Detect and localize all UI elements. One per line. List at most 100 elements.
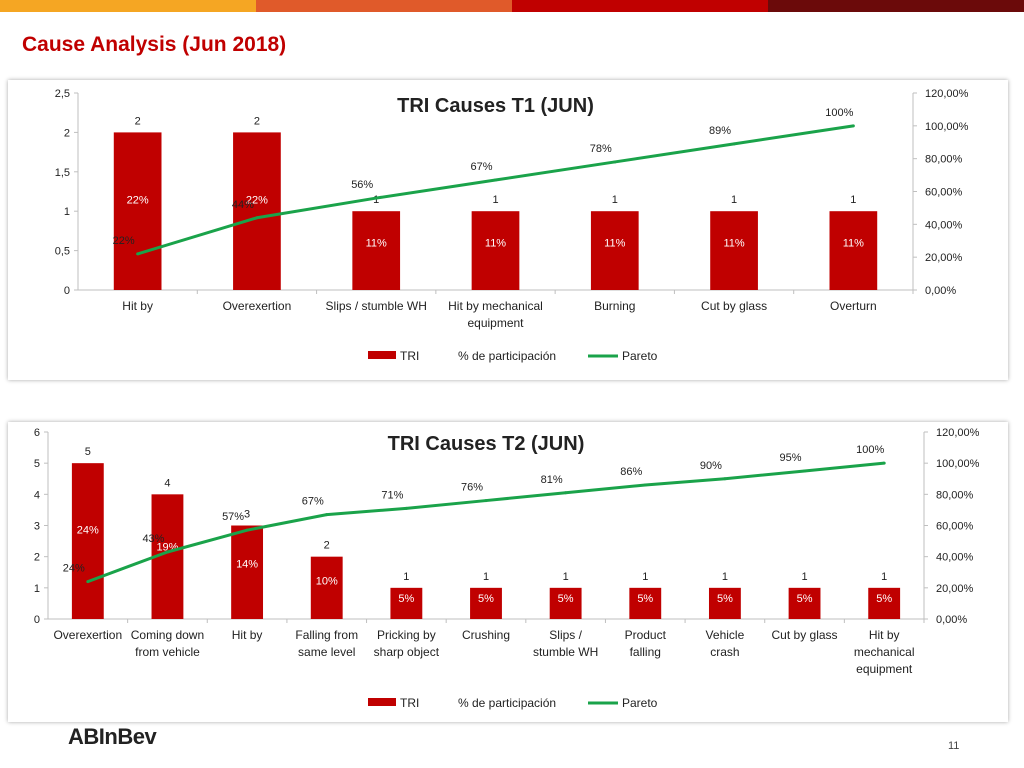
x-tick-label-line: mechanical <box>854 645 915 659</box>
pct-label: 5% <box>797 593 813 605</box>
y-tick-label: 6 <box>34 427 40 439</box>
bar-tri <box>710 211 758 290</box>
pareto-point <box>882 461 886 465</box>
bar-tri <box>629 587 662 619</box>
x-tick-label-line: Hit by mechanical <box>448 299 543 313</box>
x-tick-label-line: Hit by <box>869 628 900 642</box>
chart-panel-t1: 0 0,5 1 1,5 2 2,5 0,00% 20,00% 40,00% 60,00% 80,00… <box>8 80 1008 380</box>
y-tick-label: 2,5 <box>55 88 70 100</box>
pareto-point <box>613 160 617 164</box>
legend-label-tri: TRI <box>400 349 419 363</box>
x-tick-label: Cut by glass <box>772 628 838 642</box>
x-tick-label: Slips / stumble WH <box>326 299 427 313</box>
x-tick-label: Hit by <box>122 299 153 313</box>
y-tick-label: 5 <box>34 458 40 470</box>
pareto-line <box>87 461 885 584</box>
bar-value-label: 2 <box>135 115 141 127</box>
bar-tri <box>113 132 162 290</box>
pareto-label: 24% <box>63 563 85 575</box>
y-tick-label: 1,5 <box>55 167 70 179</box>
pct-label: 11% <box>485 238 506 250</box>
bar-tri <box>471 211 520 290</box>
pareto-label: 89% <box>709 125 731 137</box>
top-bar-segment <box>768 0 1024 12</box>
bar-tri <box>310 556 343 619</box>
top-bar-segment <box>0 0 256 12</box>
y2-tick-label: 100,00% <box>936 458 980 470</box>
y2-tick-label: 60,00% <box>936 521 974 533</box>
bar-tri <box>233 132 281 290</box>
x-tick-label-line: Vehicle <box>706 628 745 642</box>
x-tick-label-line: Overexertion <box>223 299 292 313</box>
pareto-chart-t2: 01234560,00%20,00%40,00%60,00%80,00%100,… <box>34 427 980 710</box>
legend-swatch-tri <box>368 698 396 706</box>
pareto-label: 76% <box>461 482 483 494</box>
legend-label-pareto: Pareto <box>622 696 658 710</box>
y-tick-label: 2 <box>34 552 40 564</box>
pct-label: 24% <box>77 524 99 536</box>
y-tick-label: 1 <box>64 206 70 218</box>
pareto-point <box>732 142 736 146</box>
page-number: 11 <box>948 740 960 752</box>
pareto-point <box>851 124 855 128</box>
x-tick-label-line: equipment <box>467 316 524 330</box>
pareto-label: 57% <box>222 511 244 523</box>
pct-label: 5% <box>717 593 733 605</box>
y2-tick-label: 120,00% <box>936 427 980 439</box>
pareto-label: 100% <box>856 444 884 456</box>
x-tick-label-line: Cut by glass <box>701 299 767 313</box>
pareto-point <box>245 528 249 532</box>
y2-tick-label: 0,00% <box>925 285 956 297</box>
y2-tick-label: 0,00% <box>936 614 967 626</box>
y2-tick-label: 80,00% <box>925 154 963 166</box>
y2-tick-label: 40,00% <box>936 552 974 564</box>
x-tick-label: Hit by mechanical equipment <box>448 299 543 330</box>
x-tick-label: Burning <box>594 299 635 313</box>
pareto-label: 67% <box>470 161 492 173</box>
pct-label: 22% <box>246 194 268 206</box>
abinbev-logo: ABInBev <box>68 724 157 749</box>
x-tick-label-line: falling <box>630 645 661 659</box>
pareto-label: 22% <box>113 235 135 247</box>
y-tick-label: 0,5 <box>55 246 70 258</box>
y-tick-label: 1 <box>34 583 40 595</box>
top-bar-segment <box>256 0 512 12</box>
chart-title: TRI Causes T1 (JUN) <box>397 95 594 117</box>
y2-tick-label: 20,00% <box>925 252 963 264</box>
y-tick-label: 2 <box>64 127 70 139</box>
x-tick-label-line: sharp object <box>374 645 440 659</box>
pct-label: 5% <box>637 593 653 605</box>
pareto-label: 90% <box>700 460 722 472</box>
x-tick-label: Cut by glass <box>701 299 767 313</box>
slide-title: Cause Analysis (Jun 2018) <box>22 33 287 56</box>
pareto-point <box>255 216 259 220</box>
pareto-point <box>86 580 90 584</box>
y2-tick-label: 80,00% <box>936 489 974 501</box>
x-tick-label-line: Cut by glass <box>772 628 838 642</box>
pct-label: 5% <box>876 593 892 605</box>
pareto-point <box>325 513 329 517</box>
x-tick-label-line: Slips / stumble WH <box>326 299 427 313</box>
bar-value-label: 1 <box>642 571 648 583</box>
chart-panel-t2: 0 1 2 3 4 5 6 0,00% 20,00% 40,00% 60,00% 80,00% 100,… <box>8 422 1008 722</box>
pareto-point <box>723 477 727 481</box>
bar-tri <box>352 211 401 290</box>
pareto-label: 44% <box>232 199 254 211</box>
pct-label: 5% <box>398 593 414 605</box>
pct-label: 11% <box>843 238 864 250</box>
x-tick-label: Product falling <box>625 628 667 659</box>
x-tick-label-line: Pricking by <box>377 628 436 642</box>
legend-swatch-tri <box>368 351 396 359</box>
bar-tri <box>71 463 104 619</box>
y2-tick-label: 60,00% <box>925 187 963 199</box>
bar-value-label: 2 <box>254 115 260 127</box>
bar-value-label: 1 <box>881 571 887 583</box>
pareto-point <box>136 252 140 256</box>
pareto-label: 56% <box>351 179 373 191</box>
x-tick-label-line: Crushing <box>462 628 510 642</box>
y-tick-label: 3 <box>34 521 40 533</box>
bar-tri <box>390 587 423 619</box>
pareto-label: 81% <box>541 474 563 486</box>
pct-label: 5% <box>478 593 494 605</box>
bar-tri <box>868 587 901 619</box>
